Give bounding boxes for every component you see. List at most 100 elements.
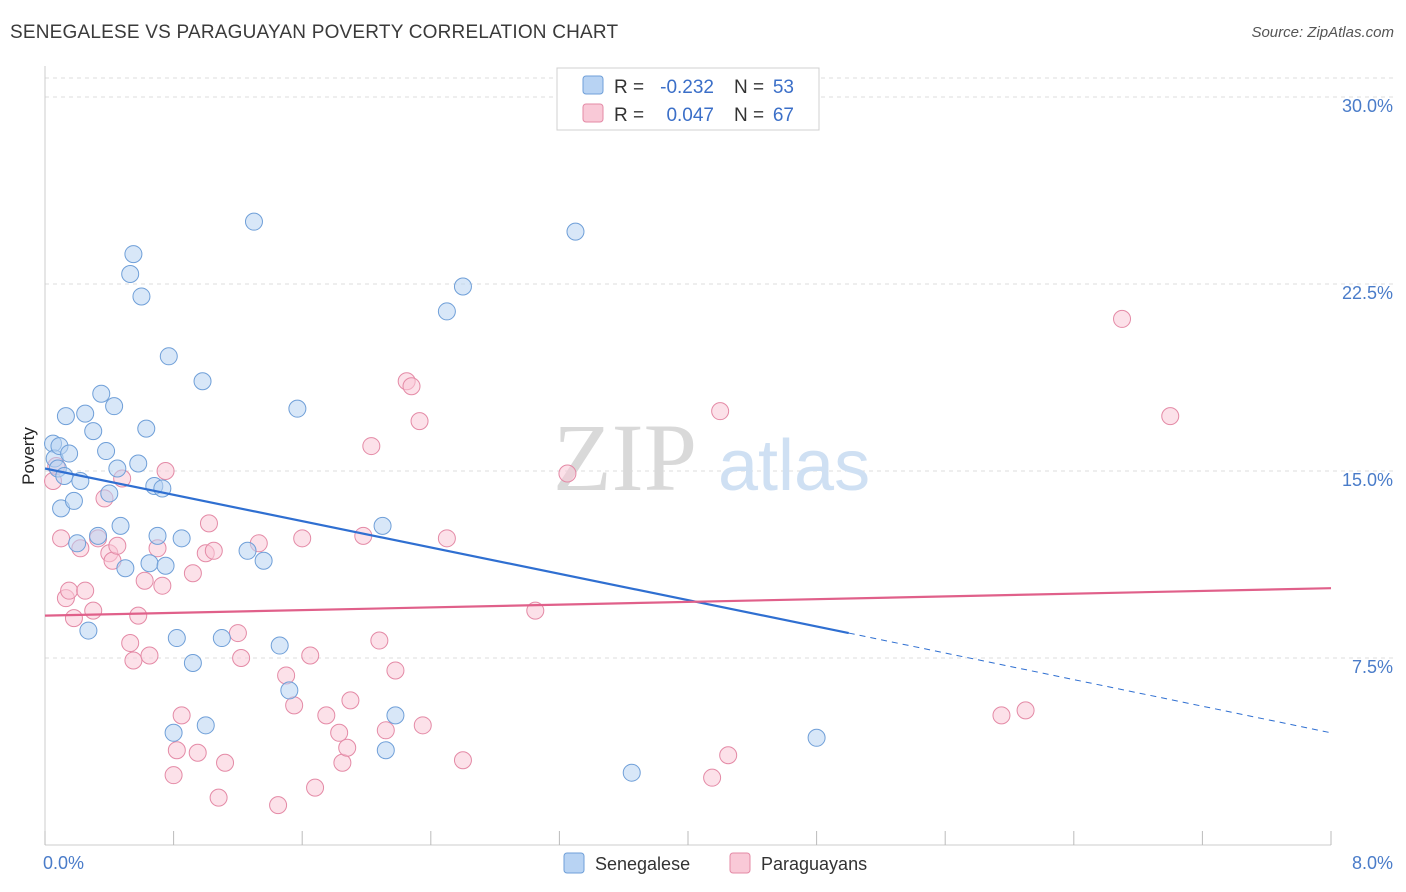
data-point-senegalese — [132, 287, 151, 306]
data-point-senegalese — [437, 302, 456, 321]
data-point-paraguayans — [719, 746, 738, 765]
data-point-senegalese — [622, 763, 641, 782]
data-point-senegalese — [56, 407, 75, 426]
data-point-paraguayans — [60, 581, 79, 600]
watermark: ZIP atlas — [553, 404, 870, 511]
bottom-legend-senegalese: Senegalese — [595, 854, 690, 874]
data-point-paraguayans — [156, 462, 175, 480]
data-point-senegalese — [116, 559, 135, 578]
data-point-senegalese — [156, 556, 175, 575]
data-point-paraguayans — [183, 564, 202, 583]
y-tick-label: 22.5% — [1342, 283, 1393, 303]
series-paraguayans — [44, 309, 1180, 815]
data-point-senegalese — [193, 372, 212, 391]
data-point-senegalese — [140, 554, 159, 573]
y-tick-label: 30.0% — [1342, 96, 1393, 116]
data-point-paraguayans — [1016, 701, 1035, 720]
data-point-senegalese — [376, 741, 395, 760]
data-point-senegalese — [183, 653, 202, 672]
data-point-paraguayans — [135, 571, 154, 590]
data-point-paraguayans — [269, 796, 288, 815]
bottom-legend-swatch-senegalese — [563, 852, 585, 874]
data-point-senegalese — [100, 484, 119, 503]
legend-swatch-senegalese — [582, 75, 604, 95]
data-point-paraguayans — [285, 696, 304, 715]
data-point-senegalese — [89, 526, 108, 545]
source-label: Source: ZipAtlas.com — [1251, 24, 1394, 41]
data-point-paraguayans — [413, 716, 432, 735]
y-axis-label: Poverty — [19, 427, 38, 485]
trend-line-senegalese — [44, 467, 849, 635]
data-point-paraguayans — [703, 768, 722, 787]
data-point-senegalese — [105, 397, 124, 416]
data-point-senegalese — [172, 529, 191, 548]
trend-line-senegalese-extension — [848, 632, 1332, 734]
data-point-senegalese — [373, 516, 392, 535]
data-point-paraguayans — [204, 541, 223, 560]
bottom-legend-swatch-paraguayans — [729, 852, 751, 874]
legend-r-label: R = — [614, 77, 644, 98]
axes — [44, 66, 1332, 846]
data-point-paraguayans — [362, 437, 381, 456]
data-point-paraguayans — [129, 606, 148, 625]
data-point-paraguayans — [153, 576, 172, 595]
data-point-senegalese — [244, 212, 263, 231]
legend-n-value: 67 — [773, 105, 794, 126]
data-point-senegalese — [280, 681, 299, 700]
data-point-paraguayans — [306, 778, 325, 797]
data-point-senegalese — [84, 422, 103, 441]
data-point-paraguayans — [124, 651, 143, 670]
data-point-paraguayans — [293, 529, 312, 548]
data-point-senegalese — [79, 621, 98, 640]
chart-title: SENEGALESE VS PARAGUAYAN POVERTY CORRELA… — [10, 22, 619, 43]
legend-box: R = -0.232 N = 53 R = 0.047 N = 67 — [556, 67, 820, 131]
trend-lines — [44, 467, 1332, 734]
data-point-paraguayans — [52, 529, 71, 548]
data-point-senegalese — [453, 277, 472, 296]
data-point-senegalese — [167, 629, 186, 648]
data-point-paraguayans — [172, 706, 191, 725]
data-point-senegalese — [196, 716, 215, 735]
legend-n-label: N = — [734, 105, 764, 126]
data-point-paraguayans — [1113, 309, 1132, 328]
data-point-senegalese — [254, 551, 273, 570]
data-point-paraguayans — [199, 514, 218, 533]
data-point-senegalese — [148, 526, 167, 545]
data-point-senegalese — [68, 534, 87, 553]
data-point-paraguayans — [338, 738, 357, 757]
data-point-paraguayans — [64, 609, 83, 628]
data-point-senegalese — [807, 728, 826, 747]
data-point-paraguayans — [341, 691, 360, 710]
data-point-paraguayans — [317, 706, 336, 725]
data-point-senegalese — [164, 723, 183, 742]
data-point-paraguayans — [992, 706, 1011, 725]
bottom-legend: Senegalese Paraguayans — [563, 852, 867, 874]
data-point-senegalese — [121, 265, 140, 284]
data-point-senegalese — [64, 491, 83, 510]
data-point-senegalese — [55, 466, 74, 485]
y-tick-label: 7.5% — [1352, 657, 1393, 677]
data-point-senegalese — [129, 454, 148, 473]
watermark-zip: ZIP — [553, 404, 697, 511]
legend-r-value: -0.232 — [660, 77, 714, 98]
y-tick-label: 15.0% — [1342, 470, 1393, 490]
data-point-senegalese — [288, 399, 307, 418]
data-point-paraguayans — [188, 743, 207, 762]
grid-lines — [45, 77, 1393, 659]
data-point-paraguayans — [410, 412, 429, 431]
y-tick-labels: 7.5% 15.0% 22.5% 30.0% — [1342, 96, 1393, 677]
data-point-paraguayans — [376, 721, 395, 740]
data-point-paraguayans — [209, 788, 228, 807]
data-point-paraguayans — [277, 666, 296, 685]
legend-swatch-paraguayans — [582, 103, 604, 123]
data-point-paraguayans — [402, 377, 421, 396]
data-point-senegalese — [238, 541, 257, 560]
data-point-paraguayans — [121, 634, 140, 653]
legend-r-label: R = — [614, 105, 644, 126]
data-point-senegalese — [108, 459, 127, 478]
data-point-paraguayans — [370, 631, 389, 650]
legend-r-value: 0.047 — [666, 105, 714, 126]
data-point-senegalese — [76, 404, 95, 423]
data-point-paraguayans — [84, 601, 103, 620]
